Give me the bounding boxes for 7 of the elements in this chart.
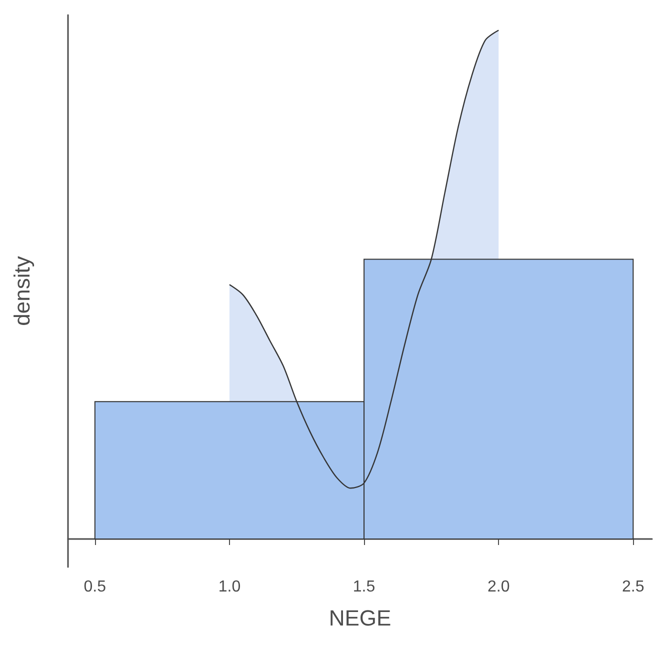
- y-axis-title: density: [10, 256, 34, 326]
- x-tick-label: 2.5: [622, 578, 644, 596]
- x-axis-title: NEGE: [328, 606, 392, 630]
- x-tick-label: 1.0: [218, 578, 241, 596]
- x-tick-label: 0.5: [84, 578, 106, 596]
- x-tick-label: 1.5: [352, 578, 376, 596]
- x-tick-label: 2.0: [487, 578, 510, 596]
